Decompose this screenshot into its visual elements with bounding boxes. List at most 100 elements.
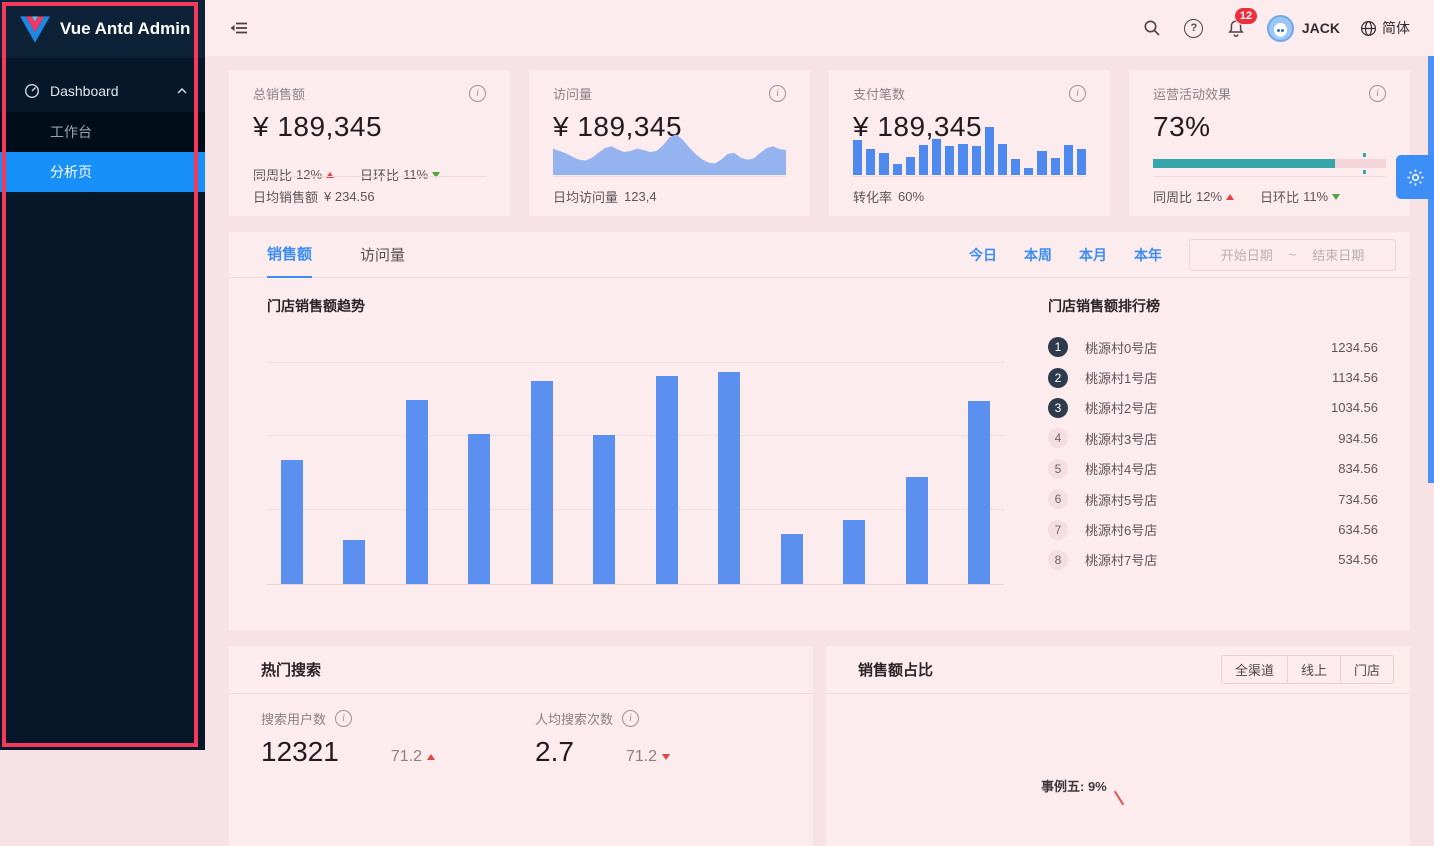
range-month[interactable]: 本月 <box>1079 246 1107 263</box>
store-value: 934.56 <box>1338 430 1378 446</box>
range-today[interactable]: 今日 <box>969 246 997 263</box>
stat-value: 12321 <box>261 736 339 767</box>
date-range-picker[interactable]: 开始日期 ~ 结束日期 <box>1189 238 1396 271</box>
mini-bar <box>984 127 994 175</box>
range-year[interactable]: 本年 <box>1134 246 1162 263</box>
notification-bell-icon[interactable]: 12 <box>1225 7 1259 39</box>
globe-icon <box>1360 20 1377 37</box>
sidebar-item-workbench[interactable]: 工作台 <box>0 112 205 152</box>
stat-delta: 71.2 <box>391 748 436 766</box>
stat-footer-value: ¥ 234.56 <box>324 189 375 204</box>
info-icon[interactable]: i <box>335 710 353 727</box>
trend-dod: 日环比 11% <box>360 165 441 184</box>
progress-target-marker <box>1362 153 1366 174</box>
filter-all-channels[interactable]: 全渠道 <box>1234 663 1274 678</box>
visits-area-chart <box>553 127 786 175</box>
gear-icon <box>1405 167 1426 188</box>
bar <box>281 460 303 584</box>
mini-bar <box>1037 151 1047 175</box>
caret-down-icon <box>1332 193 1341 200</box>
mini-bar <box>1011 159 1021 175</box>
brand-logo[interactable]: Vue Antd Admin <box>0 0 205 58</box>
username: JACK <box>1301 20 1340 36</box>
ranking-item: 7 桃源村6号店 634.56 <box>1048 514 1378 544</box>
store-sales-bar-chart <box>267 338 1004 585</box>
trend-wow: 同周比 12% <box>253 165 335 184</box>
ranking-item: 5 桃源村4号店 834.56 <box>1048 454 1378 484</box>
card-title: 销售额占比 <box>858 662 934 679</box>
bar <box>593 435 616 584</box>
pie-label-line <box>1113 790 1125 806</box>
bar <box>405 400 428 584</box>
dashboard-icon <box>24 83 40 99</box>
sales-proportion-card: 销售额占比 全渠道 线上 门店 事例五: 9% <box>826 646 1410 846</box>
sidebar-item-label: Dashboard <box>50 83 119 99</box>
range-week[interactable]: 本周 <box>1024 246 1052 263</box>
stat-footer-label: 转化率 <box>853 190 893 205</box>
rank-badge: 4 <box>1048 428 1068 449</box>
date-end-placeholder: 结束日期 <box>1312 248 1365 263</box>
stat-footer-value: 123,4 <box>624 189 657 204</box>
ranking-item: 6 桃源村5号店 734.56 <box>1048 484 1378 514</box>
gridline <box>267 435 1004 437</box>
search-icon[interactable] <box>1141 17 1163 39</box>
caret-down-icon <box>432 171 441 178</box>
vue-logo-icon <box>20 15 50 43</box>
info-icon[interactable]: i <box>1069 85 1086 102</box>
sidebar-item-dashboard[interactable]: Dashboard <box>0 70 205 112</box>
bar <box>843 520 866 584</box>
stat-footer-label: 日均访问量 <box>553 190 619 205</box>
avatar <box>1266 14 1294 42</box>
rank-badge: 7 <box>1048 519 1068 540</box>
store-value: 1234.56 <box>1331 339 1378 355</box>
bar <box>718 371 741 584</box>
trend-wow: 同周比 12% <box>1153 187 1235 206</box>
tab-visits[interactable]: 访问量 <box>360 247 406 264</box>
menu-fold-icon[interactable] <box>229 17 251 39</box>
store-name: 桃源村3号店 <box>1085 431 1158 447</box>
info-icon[interactable]: i <box>1369 85 1386 102</box>
stat-value: ¥ 189,345 <box>853 111 983 142</box>
filter-stores[interactable]: 门店 <box>1339 656 1393 683</box>
stat-card-activity: 运营活动效果 i 73% 同周比 12% 日环比 11% <box>1129 70 1410 216</box>
payments-mini-bar-chart <box>853 127 1087 175</box>
mini-bar <box>1076 148 1087 175</box>
settings-button[interactable] <box>1396 155 1434 199</box>
main-content: 总销售额 i ¥ 189,345 同周比 12% 日环比 11% 日均销售额 ¥ 2… <box>205 56 1434 846</box>
stat-value: 2.7 <box>535 736 574 767</box>
bar <box>655 376 678 584</box>
stat-card-visits: 访问量 i ¥ 189,345 日均访问量 123,4 <box>529 70 810 216</box>
mini-bar <box>866 148 876 175</box>
filter-online[interactable]: 线上 <box>1286 656 1340 683</box>
caret-up-icon <box>427 754 436 760</box>
bar <box>530 381 553 584</box>
stat-title: 总销售额 <box>253 87 306 102</box>
scrollbar-thumb[interactable] <box>1428 56 1434 483</box>
sidebar-item-analysis[interactable]: 分析页 <box>0 152 205 192</box>
tab-sales[interactable]: 销售额 <box>267 232 313 278</box>
ranking-item: 3 桃源村2号店 1034.56 <box>1048 393 1378 423</box>
language-switcher[interactable]: 简体 <box>1360 18 1410 38</box>
store-name: 桃源村2号店 <box>1085 401 1158 417</box>
info-icon[interactable]: i <box>469 85 486 102</box>
rank-badge: 6 <box>1048 489 1068 510</box>
help-icon[interactable]: ? <box>1183 17 1205 39</box>
mini-bar <box>971 146 981 175</box>
activity-progress-bar <box>1153 153 1386 174</box>
mini-bar <box>958 143 968 175</box>
store-name: 桃源村7号店 <box>1085 553 1158 569</box>
date-start-placeholder: 开始日期 <box>1220 248 1273 263</box>
ranking-item: 2 桃源村1号店 1134.56 <box>1048 362 1378 392</box>
stat-value: 73% <box>1153 111 1211 142</box>
user-menu[interactable]: JACK <box>1266 14 1340 42</box>
mini-bar <box>1024 167 1034 175</box>
store-value: 834.56 <box>1338 461 1378 477</box>
rank-badge: 5 <box>1048 458 1068 479</box>
stat-title: 支付笔数 <box>853 87 906 102</box>
info-icon[interactable]: i <box>622 710 640 727</box>
sidebar: Vue Antd Admin Dashboard 工作台 分析页 <box>0 0 205 750</box>
channel-filter-group: 全渠道 线上 门店 <box>1220 655 1394 684</box>
store-name: 桃源村1号店 <box>1085 371 1158 387</box>
mini-bar <box>997 143 1008 175</box>
info-icon[interactable]: i <box>769 85 786 102</box>
